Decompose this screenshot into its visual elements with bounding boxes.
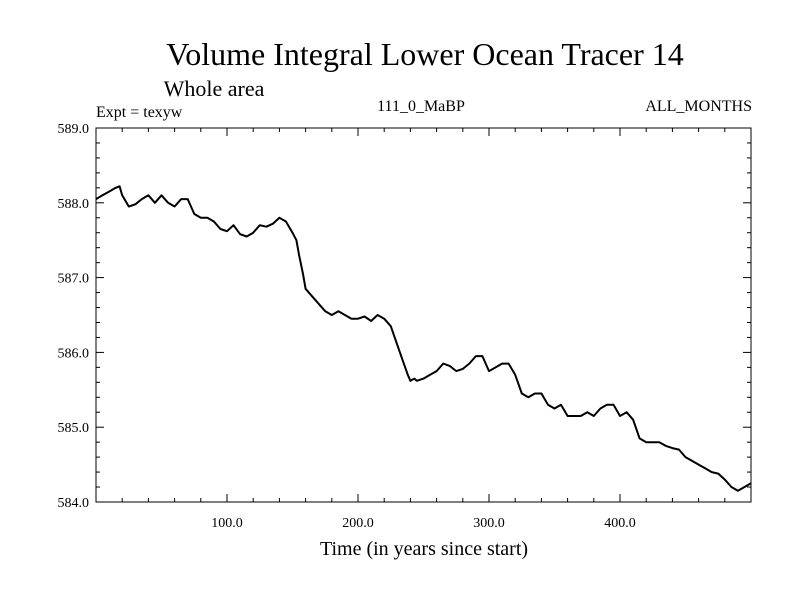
x-tick-label: 400.0 <box>604 516 636 531</box>
y-tick-label: 586.0 <box>58 346 90 361</box>
y-tick-label: 589.0 <box>58 122 90 137</box>
chart-title: Volume Integral Lower Ocean Tracer 14 <box>166 36 683 72</box>
plot-frame <box>95 127 752 503</box>
y-tick-label: 584.0 <box>58 496 90 511</box>
x-tick-label: 100.0 <box>211 516 243 531</box>
chart-subtitle: Whole area <box>164 76 265 101</box>
x-axis-label: Time (in years since start) <box>320 538 528 560</box>
period-label: 111_0_MaBP <box>377 98 465 115</box>
x-tick-label: 200.0 <box>342 516 374 531</box>
y-tick-label: 587.0 <box>58 272 90 287</box>
x-tick-labels: 100.0 200.0 300.0 400.0 <box>211 516 636 531</box>
experiment-label: Expt = texyw <box>96 104 183 121</box>
x-tick-label: 300.0 <box>473 516 505 531</box>
y-tick-labels: 584.0 585.0 586.0 587.0 588.0 589.0 <box>58 122 90 511</box>
y-tick-label: 585.0 <box>58 421 90 436</box>
axis-ticks <box>96 128 751 502</box>
series-line <box>95 185 752 492</box>
y-tick-label: 588.0 <box>58 197 90 212</box>
months-label: ALL_MONTHS <box>645 98 752 115</box>
